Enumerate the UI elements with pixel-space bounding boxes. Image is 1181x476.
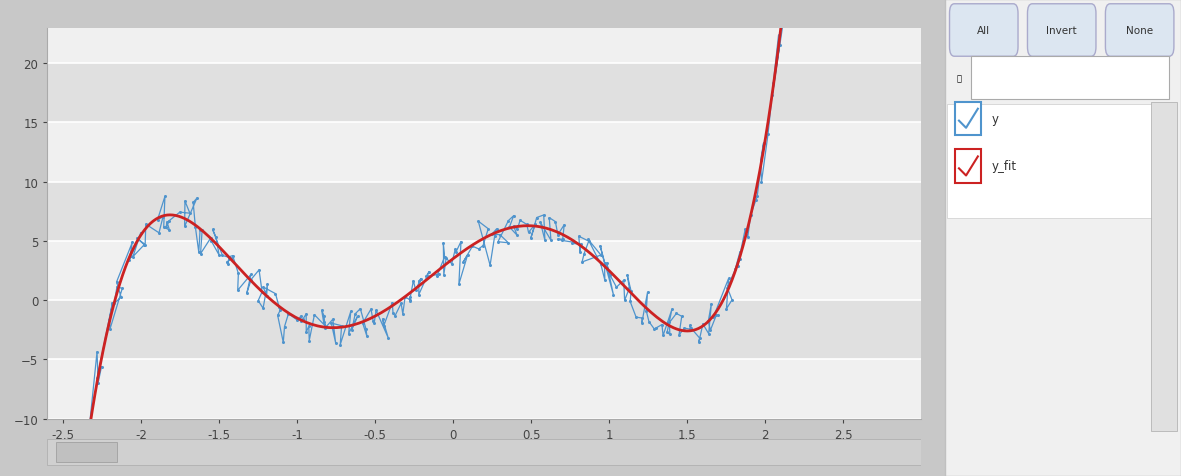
FancyBboxPatch shape: [947, 105, 1153, 219]
y: [749, 198, 763, 203]
y: [543, 238, 557, 244]
FancyBboxPatch shape: [1105, 5, 1174, 57]
Text: None: None: [1127, 26, 1153, 36]
y_fit: [553, 231, 567, 237]
Text: y_fit: y_fit: [992, 160, 1017, 173]
Text: Invert: Invert: [1046, 26, 1077, 36]
FancyBboxPatch shape: [955, 102, 981, 136]
y_fit: [536, 225, 550, 231]
FancyBboxPatch shape: [1151, 102, 1177, 431]
FancyBboxPatch shape: [971, 57, 1169, 100]
y: [534, 220, 548, 226]
Bar: [47, 301, 921, 360]
Line: y: y: [50, 0, 887, 476]
FancyBboxPatch shape: [945, 0, 1181, 476]
Bar: [47, 123, 921, 182]
Line: y_fit: y_fit: [51, 0, 882, 476]
FancyBboxPatch shape: [950, 5, 1018, 57]
y_fit: [539, 226, 553, 231]
y_fit: [744, 210, 758, 216]
Bar: [47, 64, 921, 123]
FancyBboxPatch shape: [47, 439, 921, 465]
Text: y: y: [992, 112, 999, 126]
y: [555, 237, 569, 242]
Bar: [47, 241, 921, 301]
FancyBboxPatch shape: [1027, 5, 1096, 57]
Text: 🔍: 🔍: [957, 74, 961, 83]
Bar: [47, 182, 921, 241]
FancyBboxPatch shape: [955, 150, 981, 183]
FancyBboxPatch shape: [56, 442, 117, 462]
Text: All: All: [977, 26, 991, 36]
Bar: [47, 360, 921, 419]
